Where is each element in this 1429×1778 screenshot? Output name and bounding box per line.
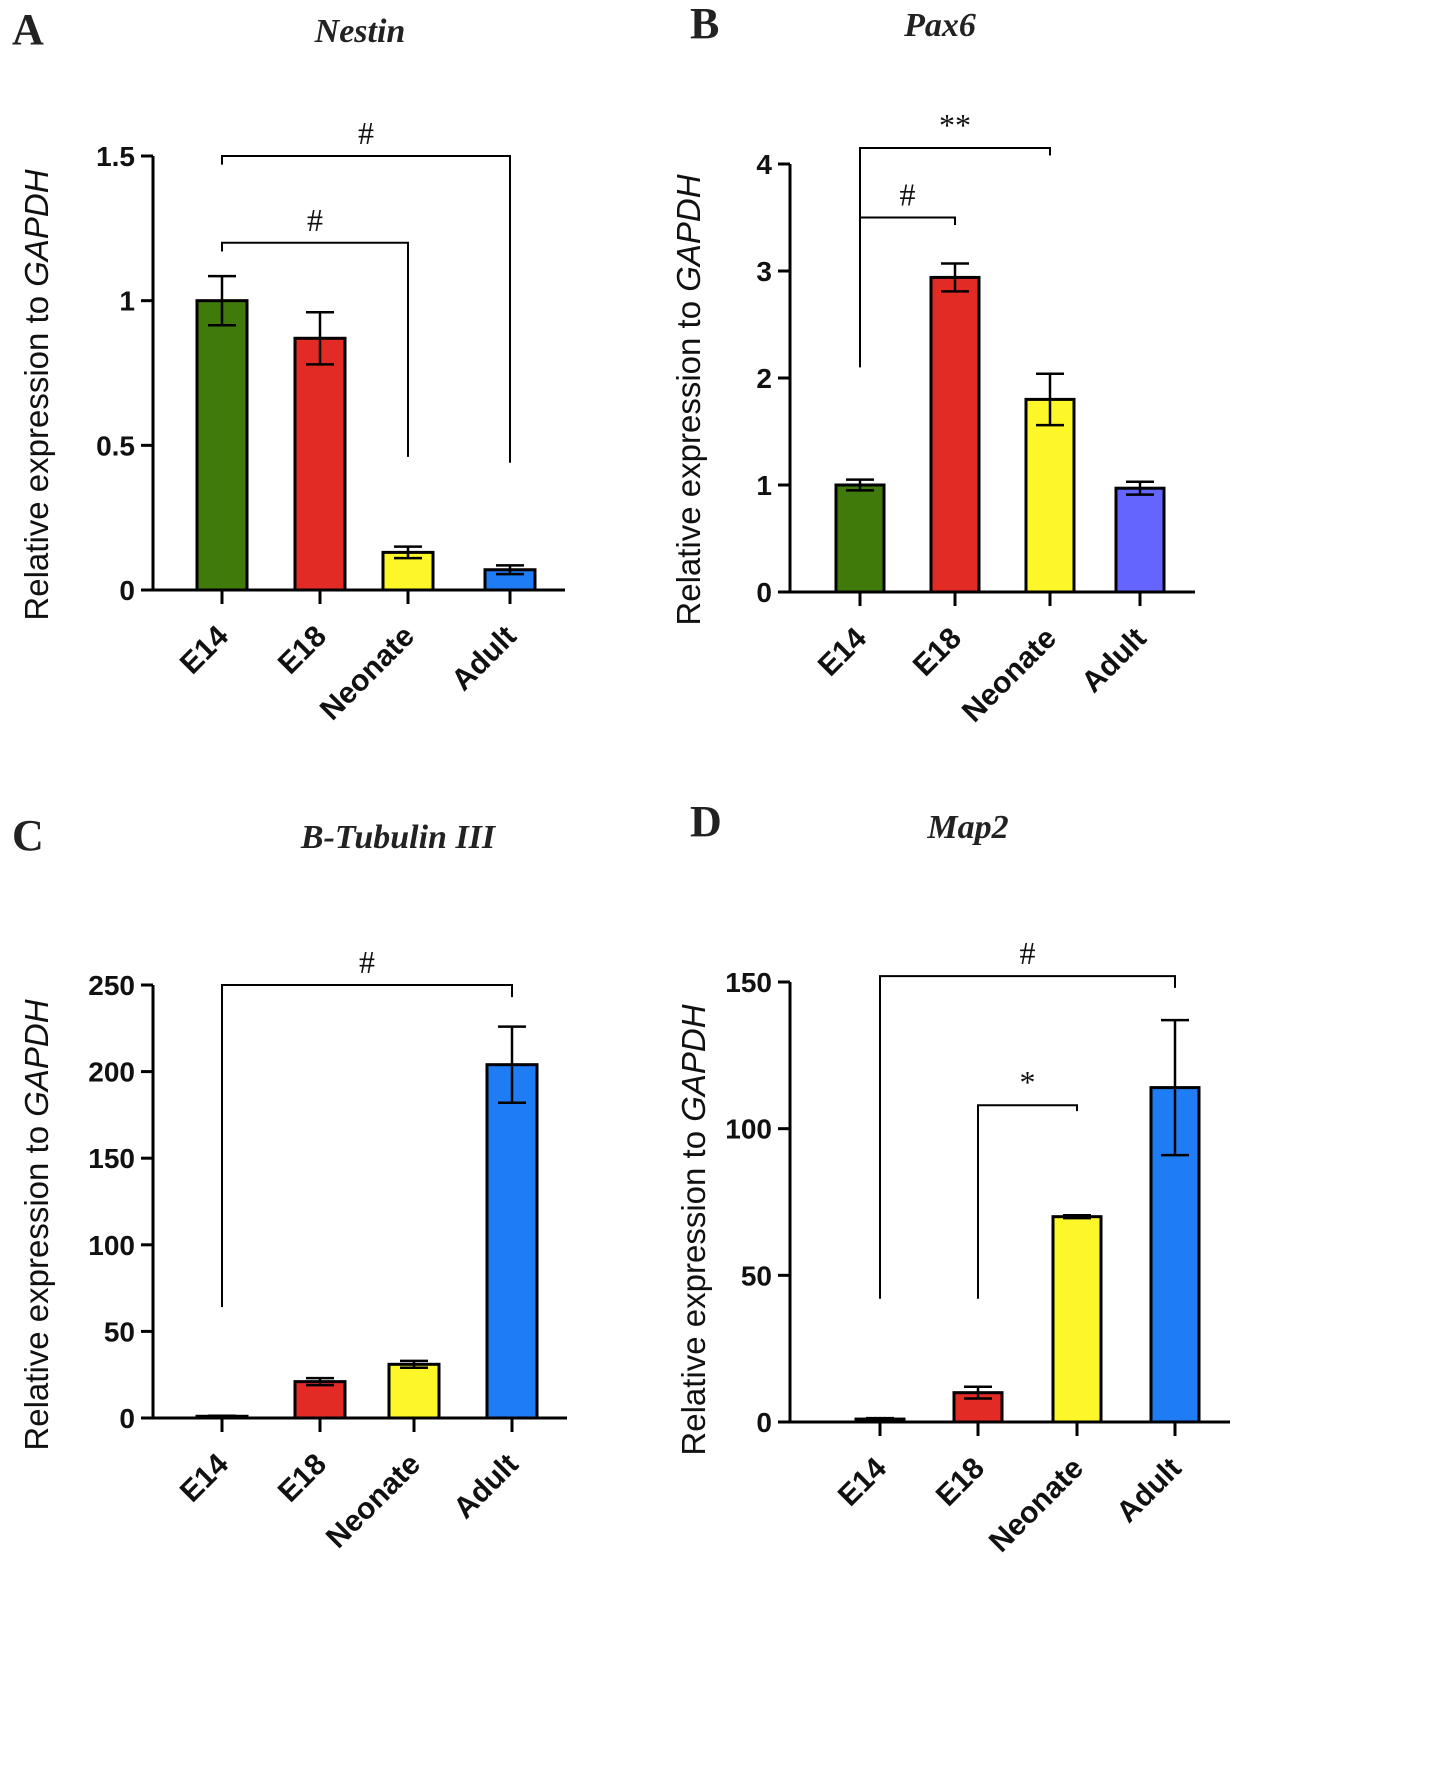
significance-bracket — [879, 975, 1176, 1299]
significance-bracket — [859, 146, 1051, 368]
y-tick-label: 50 — [741, 1260, 772, 1291]
x-tick-label: E18 — [930, 1452, 991, 1513]
y-axis-label-gene: GAPDH — [18, 169, 55, 287]
y-tick-label: 1.5 — [96, 141, 135, 172]
panel-c: C B-Tubulin III Relative expression to GAP… — [12, 811, 567, 1555]
y-tick-label: 4 — [756, 149, 772, 180]
panel-d: D Map2 Relative expression to GAPDH 0 50 100 1… — [675, 797, 1230, 1559]
bar-e18 — [952, 1391, 1004, 1424]
x-tick-label: Adult — [447, 1448, 525, 1526]
y-axis-label: Relative expression to GAPDH — [18, 169, 55, 620]
bar-adult — [1114, 486, 1166, 594]
y-tick-label: 150 — [725, 967, 772, 998]
y-axis-label: Relative expression to GAPDH — [675, 1004, 712, 1455]
bar-neonate — [387, 1362, 441, 1420]
significance-label: # — [307, 202, 323, 238]
bar-adult — [485, 1063, 539, 1420]
y-tick-label: 100 — [88, 1230, 135, 1261]
bar-neonate — [1024, 397, 1076, 594]
x-tick-label: Adult — [1075, 622, 1153, 700]
y-axis-label-gene: GAPDH — [18, 999, 55, 1117]
significance-label: # — [359, 944, 375, 980]
y-tick-label: 200 — [88, 1057, 135, 1088]
y-axis-label-text: Relative expression to — [675, 1122, 712, 1456]
x-tick-label: E14 — [832, 1451, 893, 1512]
panel-letter: D — [690, 797, 722, 846]
y-tick-label: 0.5 — [96, 430, 135, 461]
significance-bracket — [221, 155, 511, 463]
bar-e14 — [195, 299, 249, 592]
x-tick-label: Neonate — [314, 620, 421, 727]
y-tick-label: 0 — [756, 577, 772, 608]
y-tick-label: 3 — [756, 256, 772, 287]
x-tick-label: Neonate — [983, 1452, 1090, 1559]
y-axis-label: Relative expression to GAPDH — [18, 999, 55, 1450]
y-tick-label: 0 — [119, 575, 135, 606]
y-tick-label: 250 — [88, 970, 135, 1001]
bar-e14 — [834, 483, 886, 594]
x-tick-label: E18 — [272, 620, 333, 681]
x-tick-label: Neonate — [956, 622, 1063, 729]
x-tick-label: E14 — [174, 619, 235, 680]
y-axis-label: Relative expression to GAPDH — [670, 174, 707, 625]
y-tick-label: 0 — [756, 1407, 772, 1438]
x-tick-label: E18 — [907, 622, 968, 683]
chart-title: Map2 — [926, 809, 1008, 846]
chart-title: Pax6 — [903, 7, 976, 44]
significance-label: * — [1020, 1064, 1036, 1100]
y-axis-label-text: Relative expression to — [18, 287, 55, 621]
panel-letter: C — [12, 811, 44, 860]
y-tick-label: 150 — [88, 1143, 135, 1174]
bar-neonate — [1051, 1215, 1103, 1424]
y-tick-label: 100 — [725, 1114, 772, 1145]
y-tick-label: 2 — [756, 363, 772, 394]
significance-label: # — [358, 115, 374, 151]
y-axis-label-text: Relative expression to — [18, 1117, 55, 1451]
significance-label: # — [1020, 935, 1036, 971]
y-tick-label: 0 — [119, 1403, 135, 1434]
y-tick-label: 50 — [104, 1316, 135, 1347]
y-tick-label: 1 — [756, 470, 772, 501]
bar-e18 — [293, 336, 347, 592]
significance-bracket — [221, 984, 513, 1308]
x-tick-label: E18 — [272, 1448, 333, 1509]
y-axis-label-gene: GAPDH — [670, 174, 707, 292]
significance-bracket — [221, 241, 409, 457]
panel-letter: A — [12, 5, 44, 54]
x-tick-label: Adult — [445, 620, 523, 698]
y-tick-label: 1 — [119, 286, 135, 317]
significance-label: ** — [939, 107, 971, 143]
y-axis-label-gene: GAPDH — [675, 1004, 712, 1122]
chart-title: B-Tubulin III — [300, 819, 497, 856]
significance-label: # — [900, 177, 916, 213]
x-tick-label: Neonate — [320, 1448, 427, 1555]
significance-bracket — [977, 1104, 1078, 1299]
x-tick-label: Adult — [1110, 1452, 1188, 1530]
panel-a: A Nestin Relative expression to GAPDH 0 0.5 1… — [12, 5, 565, 727]
bar-e18 — [293, 1380, 347, 1420]
x-tick-label: E14 — [174, 1447, 235, 1508]
x-tick-label: E14 — [812, 621, 873, 682]
bar-e18 — [929, 275, 981, 594]
chart-title: Nestin — [314, 13, 406, 50]
panel-b: B Pax6 Relative expression to GAPDH 0 1 2 3 4 E1… — [670, 0, 1195, 729]
panel-letter: B — [690, 0, 719, 48]
y-axis-label-text: Relative expression to — [670, 292, 707, 626]
